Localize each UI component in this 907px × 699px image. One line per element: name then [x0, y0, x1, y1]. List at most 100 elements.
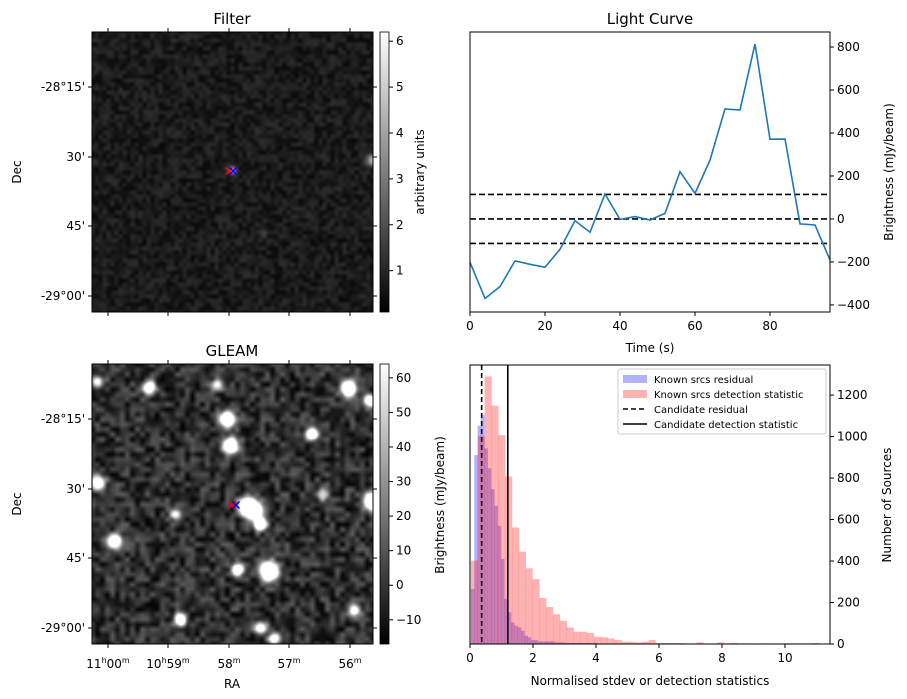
hist-bar-residual [524, 635, 529, 644]
hist-bar-residual [511, 622, 515, 644]
y-tick-label: 600 [837, 513, 860, 527]
dec-tick-label: -29°00' [41, 289, 85, 303]
hist-bar-residual [587, 642, 592, 644]
y-tick-label: 1200 [837, 388, 868, 402]
candidate-marker-blue [231, 500, 241, 510]
hist-bar-residual [494, 505, 498, 644]
legend-label-candidate-detection: Candidate detection statistic [654, 420, 798, 431]
hist-bar-detection [484, 376, 492, 644]
hist-bar-detection [470, 560, 479, 644]
hist-bar-residual [574, 642, 579, 644]
hist-bar-detection [511, 527, 520, 644]
hist-bar-residual [490, 489, 495, 644]
hist-ylabel-right: Number of Sources [880, 448, 894, 563]
y-tick-label: 200 [837, 169, 860, 183]
hist-bar-residual [517, 627, 522, 644]
colorbar-tick-label: 10 [396, 544, 411, 558]
dec-tick-label: 30' [66, 482, 85, 496]
hist-bar-residual [534, 640, 539, 644]
hist-bar-detection [566, 627, 574, 644]
legend-swatch-residual [623, 375, 647, 383]
colorbar-tick-label: 3 [396, 172, 404, 186]
hist-bar-detection [634, 642, 643, 644]
colorbar-tick-label: 20 [396, 509, 411, 523]
hist-bar-detection [580, 631, 588, 644]
colorbar-frame [379, 363, 390, 645]
x-tick-label: 60 [687, 319, 702, 333]
hist-bar-detection [525, 568, 533, 644]
hist-bar-detection [559, 620, 567, 644]
hist-bar-detection [587, 633, 595, 644]
hist-bar-residual [554, 642, 559, 644]
hist-xlabel: Normalised stdev or detection statistics [531, 674, 770, 688]
gleam-colorbar [380, 364, 389, 644]
hist-bar-residual [584, 642, 589, 644]
candidate-marker-blue [228, 166, 238, 176]
hist-bar-residual [581, 642, 585, 644]
colorbar-tick-label: 50 [396, 405, 411, 419]
hist-bar-detection [491, 405, 499, 644]
ra-tick-label: 57m [277, 656, 300, 671]
hist-bar-detection [607, 638, 615, 644]
hist-bar-detection [593, 636, 602, 644]
hist-bar-detection [614, 640, 622, 644]
hist-bar-detection [648, 640, 656, 644]
hist-bar-residual [504, 598, 508, 644]
light-curve-line [469, 43, 831, 300]
gleam-ylabel: Dec [10, 492, 24, 515]
hist-bar-residual [487, 468, 492, 644]
x-tick-label: 2 [529, 651, 537, 665]
legend-swatch-detection [623, 390, 647, 398]
x-tick-label: 6 [655, 651, 663, 665]
y-tick-label: 400 [837, 554, 860, 568]
hist-bar-residual [497, 525, 502, 644]
hist-bar-detection [518, 551, 526, 644]
x-tick-label: 80 [762, 319, 777, 333]
dec-tick-label: -28°15' [41, 412, 85, 426]
hist-bar-residual [474, 455, 478, 644]
x-tick-label: 4 [592, 651, 600, 665]
hist-bar-residual [561, 642, 565, 644]
hist-bar-detection [552, 614, 561, 644]
colorbar-tick-label: 30 [396, 475, 411, 489]
hist-bar-residual [544, 641, 549, 644]
hist-bar-detection [546, 607, 554, 644]
ra-tick-label: 56m [338, 656, 361, 671]
colorbar-tick-label: 60 [396, 371, 411, 385]
gleam-title: GLEAM [206, 342, 259, 360]
colorbar-tick-label: 40 [396, 440, 411, 454]
image-frame [91, 31, 374, 313]
filter-colorbar [380, 32, 389, 312]
hist-bar-detection [628, 641, 636, 644]
ra-tick-label: 10h59m [146, 656, 190, 671]
hist-bar-residual [500, 558, 505, 644]
x-tick-label: 0 [466, 651, 474, 665]
dec-tick-label: -29°00' [41, 621, 85, 635]
y-tick-label: −200 [837, 255, 870, 269]
hist-bar-residual [577, 642, 582, 644]
hist-legend: Known srcs residual Known srcs detection… [617, 368, 827, 435]
hist-bar-residual [541, 641, 545, 644]
y-tick-label: 200 [837, 596, 860, 610]
filter-ylabel: Dec [10, 160, 24, 183]
colorbar-tick-label: 5 [396, 80, 404, 94]
x-tick-label: 20 [537, 319, 552, 333]
hist-bar-detection [812, 642, 820, 644]
colorbar-tick-label: 4 [396, 126, 404, 140]
y-tick-label: 1000 [837, 430, 868, 444]
hist-bar-detection [539, 597, 547, 644]
hist-bar-residual [521, 630, 525, 644]
hist-bar-residual [537, 641, 542, 644]
hist-bar-detection [532, 579, 540, 644]
hist-bar-residual [547, 641, 552, 644]
lightcurve-xlabel: Time (s) [625, 341, 675, 355]
hist-bar-detection [730, 642, 738, 644]
y-tick-label: 400 [837, 126, 860, 140]
hist-bar-detection [655, 642, 663, 644]
hist-bar-residual [557, 642, 562, 644]
hist-bar-detection [716, 642, 725, 644]
lightcurve-title: Light Curve [607, 10, 693, 28]
x-tick-label: 40 [612, 319, 627, 333]
